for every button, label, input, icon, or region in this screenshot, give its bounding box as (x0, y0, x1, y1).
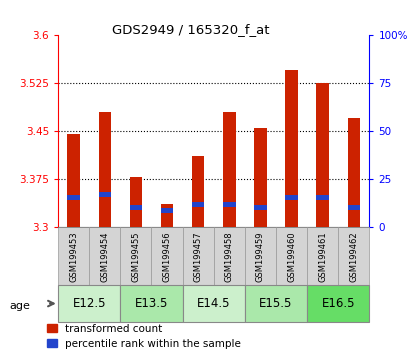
Text: GSM199457: GSM199457 (194, 231, 203, 282)
Bar (223, 112, 236, 227)
Bar (99, 192, 111, 197)
Text: GSM199454: GSM199454 (100, 231, 109, 282)
Bar (286, 70, 298, 227)
Bar (130, 205, 142, 210)
FancyBboxPatch shape (276, 227, 307, 285)
FancyBboxPatch shape (245, 285, 307, 322)
Bar (161, 208, 173, 213)
Text: E15.5: E15.5 (259, 297, 293, 310)
FancyBboxPatch shape (58, 285, 120, 322)
Text: GSM199458: GSM199458 (225, 231, 234, 282)
Bar (99, 112, 111, 227)
Bar (254, 128, 267, 227)
Text: E12.5: E12.5 (73, 297, 106, 310)
FancyBboxPatch shape (58, 227, 89, 285)
Bar (317, 83, 329, 227)
Bar (130, 177, 142, 227)
Text: GSM199456: GSM199456 (163, 231, 171, 282)
Text: GSM199453: GSM199453 (69, 231, 78, 282)
Bar (161, 204, 173, 227)
FancyBboxPatch shape (338, 227, 369, 285)
Text: age: age (9, 301, 30, 311)
FancyBboxPatch shape (183, 285, 245, 322)
Bar (192, 156, 205, 227)
Bar (254, 205, 267, 210)
Text: E14.5: E14.5 (197, 297, 230, 310)
FancyBboxPatch shape (307, 227, 338, 285)
Bar (348, 205, 360, 210)
FancyBboxPatch shape (120, 285, 183, 322)
Bar (317, 195, 329, 200)
Bar (223, 202, 236, 207)
Bar (286, 195, 298, 200)
FancyBboxPatch shape (214, 227, 245, 285)
Text: GSM199459: GSM199459 (256, 231, 265, 282)
Legend: transformed count, percentile rank within the sample: transformed count, percentile rank withi… (47, 324, 242, 349)
Text: GSM199462: GSM199462 (349, 231, 358, 282)
FancyBboxPatch shape (307, 285, 369, 322)
Text: GSM199460: GSM199460 (287, 231, 296, 282)
FancyBboxPatch shape (120, 227, 151, 285)
FancyBboxPatch shape (183, 227, 214, 285)
FancyBboxPatch shape (89, 227, 120, 285)
Text: GSM199455: GSM199455 (132, 231, 140, 282)
Bar (68, 134, 80, 227)
Bar (68, 195, 80, 200)
FancyBboxPatch shape (245, 227, 276, 285)
Bar (348, 118, 360, 227)
FancyBboxPatch shape (151, 227, 183, 285)
Text: GSM199461: GSM199461 (318, 231, 327, 282)
Text: GDS2949 / 165320_f_at: GDS2949 / 165320_f_at (112, 23, 270, 36)
Text: E16.5: E16.5 (322, 297, 355, 310)
Bar (192, 202, 205, 207)
Text: E13.5: E13.5 (135, 297, 168, 310)
